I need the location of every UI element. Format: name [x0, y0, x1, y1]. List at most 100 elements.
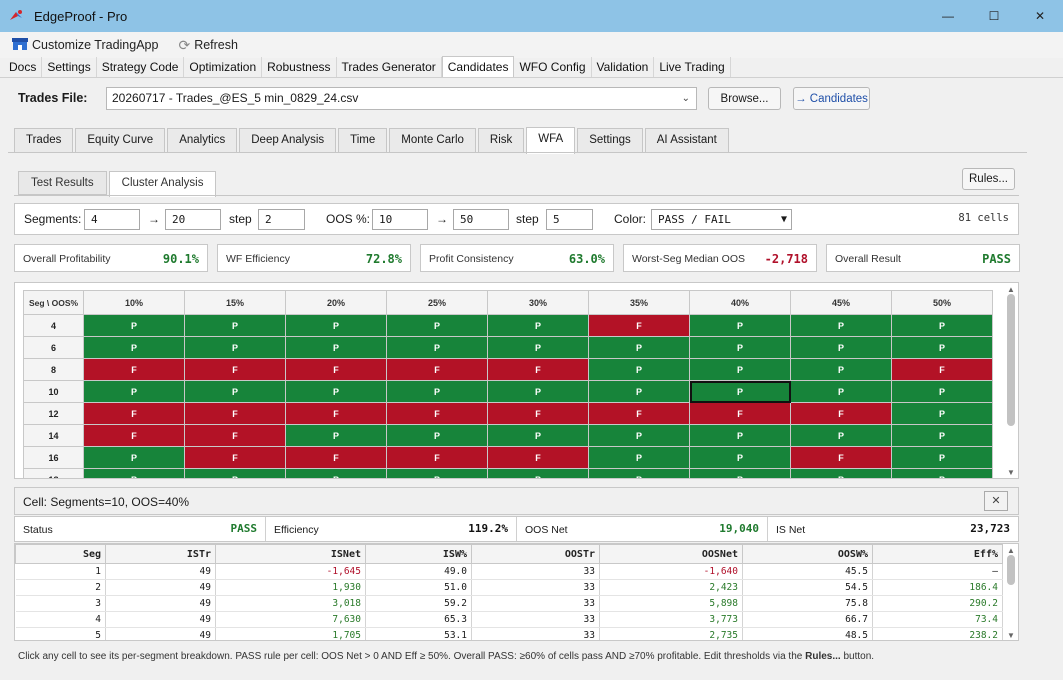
menu-item-candidates[interactable]: Candidates: [441, 56, 515, 77]
oos-to-input[interactable]: 50: [453, 209, 509, 230]
grid-cell[interactable]: P: [689, 314, 791, 337]
grid-cell[interactable]: P: [588, 380, 690, 403]
segment-row[interactable]: 2 49 1,930 51.0 33 2,423 54.5 186.4: [15, 579, 1003, 596]
scroll-thumb[interactable]: [1007, 555, 1015, 585]
grid-cell[interactable]: P: [285, 424, 387, 447]
candidates-button[interactable]: → Candidates: [793, 87, 870, 110]
grid-cell[interactable]: P: [184, 380, 286, 403]
customize-button[interactable]: Customize TradingApp: [12, 37, 158, 54]
grid-cell[interactable]: P: [790, 468, 892, 478]
grid-cell[interactable]: P: [184, 314, 286, 337]
grid-cell[interactable]: P: [386, 468, 488, 478]
segment-row[interactable]: 3 49 3,018 59.2 33 5,898 75.8 290.2: [15, 595, 1003, 612]
grid-cell[interactable]: F: [184, 446, 286, 469]
oos-from-input[interactable]: 10: [372, 209, 428, 230]
grid-cell[interactable]: F: [83, 424, 185, 447]
tab-time[interactable]: Time: [338, 128, 388, 153]
menu-item-live-trading[interactable]: Live Trading: [654, 57, 731, 77]
grid-cell[interactable]: F: [891, 358, 993, 381]
grid-cell[interactable]: F: [487, 402, 589, 425]
segment-row[interactable]: 5 49 1,705 53.1 33 2,735 48.5 238.2: [15, 627, 1003, 640]
grid-cell[interactable]: F: [790, 446, 892, 469]
grid-cell[interactable]: P: [891, 402, 993, 425]
grid-cell[interactable]: P: [83, 468, 185, 478]
menu-item-docs[interactable]: Docs: [4, 57, 43, 77]
tab-wfa[interactable]: WFA: [526, 127, 576, 154]
grid-cell[interactable]: P: [487, 468, 589, 478]
tab-test-results[interactable]: Test Results: [18, 171, 107, 195]
grid-cell[interactable]: P: [588, 336, 690, 359]
tab-settings[interactable]: Settings: [577, 128, 643, 153]
grid-cell[interactable]: P: [588, 446, 690, 469]
grid-cell[interactable]: F: [588, 314, 690, 337]
grid-cell[interactable]: F: [285, 358, 387, 381]
grid-cell[interactable]: P: [487, 380, 589, 403]
menu-item-robustness[interactable]: Robustness: [262, 57, 337, 77]
menu-item-optimization[interactable]: Optimization: [184, 57, 263, 77]
grid-cell[interactable]: P: [285, 314, 387, 337]
grid-cell[interactable]: P: [184, 468, 286, 478]
grid-cell[interactable]: P: [285, 336, 387, 359]
grid-cell[interactable]: P: [487, 424, 589, 447]
grid-cell[interactable]: P: [790, 336, 892, 359]
grid-cell[interactable]: F: [83, 358, 185, 381]
scroll-thumb[interactable]: [1007, 294, 1015, 426]
grid-cell[interactable]: P: [891, 336, 993, 359]
grid-cell[interactable]: P: [891, 424, 993, 447]
tab-trades[interactable]: Trades: [14, 128, 74, 153]
tab-risk[interactable]: Risk: [477, 128, 525, 153]
tab-equity-curve[interactable]: Equity Curve: [75, 128, 166, 153]
close-detail-button[interactable]: ✕: [984, 491, 1008, 511]
grid-cell[interactable]: P: [588, 358, 690, 381]
tab-deep-analysis[interactable]: Deep Analysis: [239, 128, 337, 153]
grid-cell[interactable]: P: [386, 380, 488, 403]
segment-scrollbar[interactable]: ▲ ▼: [1006, 546, 1016, 640]
grid-cell[interactable]: P: [386, 424, 488, 447]
grid-cell[interactable]: P: [891, 446, 993, 469]
grid-cell[interactable]: P: [83, 446, 185, 469]
grid-cell[interactable]: F: [184, 402, 286, 425]
grid-cell[interactable]: F: [689, 402, 791, 425]
grid-cell[interactable]: P: [790, 380, 892, 403]
grid-cell[interactable]: P: [689, 468, 791, 478]
grid-cell[interactable]: F: [386, 402, 488, 425]
grid-cell[interactable]: F: [285, 402, 387, 425]
tab-monte-carlo[interactable]: Monte Carlo: [389, 128, 476, 153]
browse-button[interactable]: Browse...: [708, 87, 781, 110]
grid-cell[interactable]: P: [689, 358, 791, 381]
grid-cell[interactable]: P: [588, 468, 690, 478]
grid-cell[interactable]: F: [83, 402, 185, 425]
tab-analytics[interactable]: Analytics: [167, 128, 238, 153]
menu-item-trades-generator[interactable]: Trades Generator: [337, 57, 442, 77]
menu-item-settings[interactable]: Settings: [42, 57, 97, 77]
grid-cell[interactable]: P: [689, 424, 791, 447]
color-select[interactable]: PASS / FAIL ▼: [651, 209, 792, 230]
minimize-button[interactable]: —: [925, 0, 971, 32]
grid-cell[interactable]: P: [285, 380, 387, 403]
menu-item-validation[interactable]: Validation: [592, 57, 655, 77]
grid-cell[interactable]: F: [184, 424, 286, 447]
grid-cell[interactable]: P: [891, 468, 993, 478]
oos-step-input[interactable]: 5: [546, 209, 593, 230]
grid-cell[interactable]: P: [689, 336, 791, 359]
grid-cell[interactable]: P: [184, 336, 286, 359]
rules-button[interactable]: Rules...: [962, 168, 1015, 190]
segments-step-input[interactable]: 2: [258, 209, 305, 230]
grid-cell[interactable]: P: [83, 336, 185, 359]
segment-row[interactable]: 4 49 7,630 65.3 33 3,773 66.7 73.4: [15, 611, 1003, 628]
trades-file-select[interactable]: 20260717 - Trades_@ES_5 min_0829_24.csv …: [106, 87, 697, 110]
grid-cell[interactable]: P: [689, 446, 791, 469]
grid-cell[interactable]: P: [588, 424, 690, 447]
grid-cell[interactable]: P: [386, 314, 488, 337]
segment-row[interactable]: 1 49 -1,645 49.0 33 -1,640 45.5—: [15, 563, 1003, 580]
menu-item-strategy-code[interactable]: Strategy Code: [97, 57, 185, 77]
grid-cell[interactable]: F: [184, 358, 286, 381]
grid-cell[interactable]: P: [487, 314, 589, 337]
grid-cell[interactable]: F: [285, 446, 387, 469]
segments-to-input[interactable]: 20: [165, 209, 221, 230]
grid-cell[interactable]: F: [790, 402, 892, 425]
grid-cell[interactable]: P: [83, 314, 185, 337]
grid-cell[interactable]: P: [790, 358, 892, 381]
grid-cell[interactable]: P: [891, 314, 993, 337]
grid-cell[interactable]: P: [790, 314, 892, 337]
